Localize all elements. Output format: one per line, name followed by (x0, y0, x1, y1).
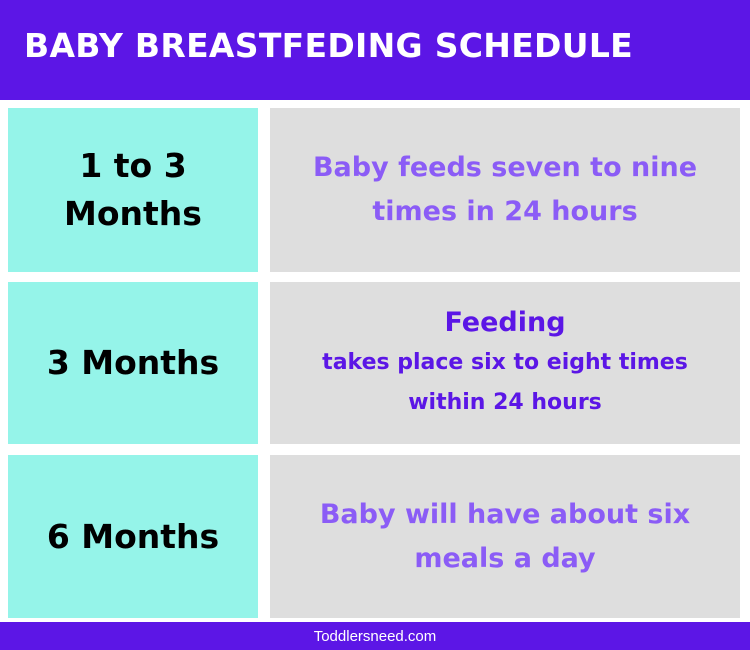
footer-bar: Toddlersneed.com (0, 622, 750, 650)
age-label: 6 Months (46, 516, 220, 556)
description-text: takes place six to eight times within 24… (322, 350, 688, 415)
age-cell: 3 Months (8, 282, 258, 444)
footer-site-label: Toddlersneed.com (313, 627, 437, 645)
schedule-row: 3 Months Feeding takes place six to eigh… (0, 282, 750, 444)
age-label: 3 Months (46, 343, 220, 382)
description-cell: Baby will have about six meals a day (270, 455, 740, 618)
age-cell: 1 to 3 Months (8, 108, 258, 272)
description-cell: Feeding takes place six to eight times w… (270, 282, 740, 444)
page-title: BABY BREASTFEDING SCHEDULE (24, 26, 634, 65)
age-cell: 6 Months (8, 455, 258, 618)
description-heading: Feeding (444, 307, 566, 338)
header-banner: BABY BREASTFEDING SCHEDULE (0, 0, 750, 100)
schedule-row: 6 Months Baby will have about six meals … (0, 455, 750, 618)
description-text: Baby will have about six meals a day (319, 498, 691, 574)
description-text: Baby feeds seven to nine times in 24 hou… (312, 152, 698, 227)
description-cell: Baby feeds seven to nine times in 24 hou… (270, 108, 740, 272)
schedule-row: 1 to 3 Months Baby feeds seven to nine t… (0, 108, 750, 272)
age-label: 1 to 3 Months (64, 142, 202, 238)
age-label-line2: Months (64, 194, 202, 233)
age-label-line1: 1 to 3 (79, 146, 187, 185)
description-block: Feeding takes place six to eight times w… (285, 303, 725, 423)
